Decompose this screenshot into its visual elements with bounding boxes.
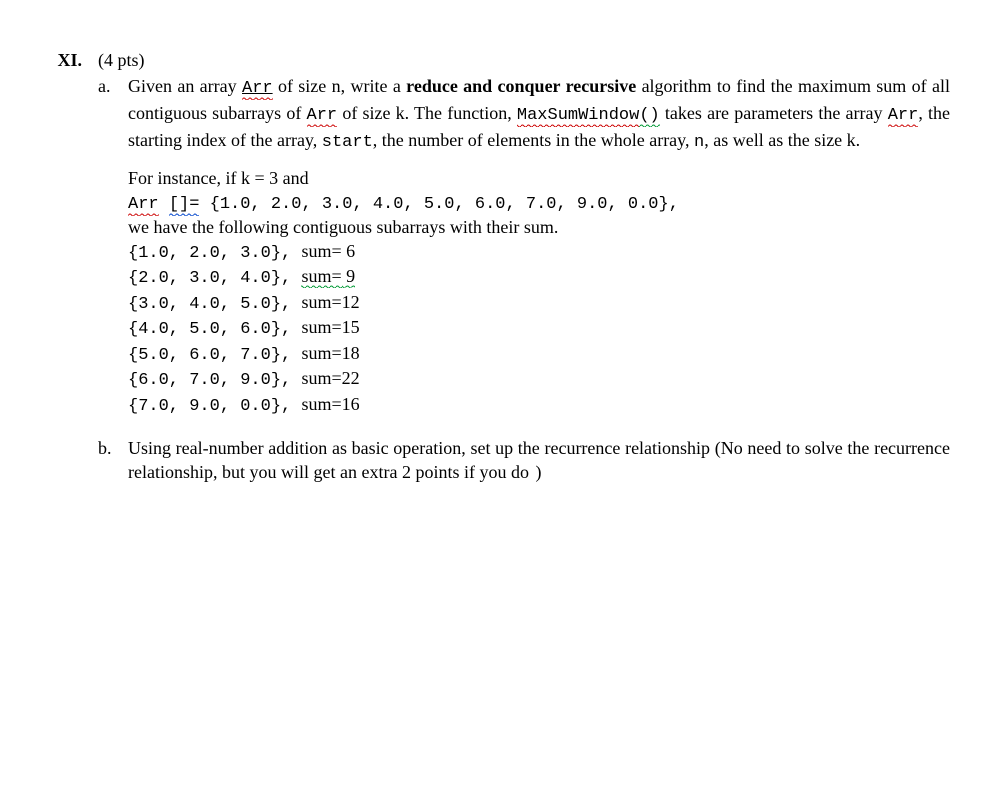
sum-value: 15 xyxy=(342,317,360,337)
window-row: {2.0, 3.0, 4.0}, sum= 9 xyxy=(128,265,950,290)
sum-value: 12 xyxy=(342,292,360,312)
arr-underline: Arr xyxy=(242,76,273,96)
closing-paren: ) xyxy=(529,462,544,482)
part-b-label: b. xyxy=(98,436,128,487)
sum-label: sum= xyxy=(301,368,341,388)
sum-label: sum= xyxy=(301,241,341,261)
sum-label: sum= xyxy=(301,292,341,312)
window-row: {1.0, 2.0, 3.0}, sum= 6 xyxy=(128,240,950,265)
sum-value: 22 xyxy=(342,368,360,388)
arr-code: Arr xyxy=(242,79,273,100)
part-b-body: Using real-number addition as basic oper… xyxy=(128,436,950,487)
example-block: For instance, if k = 3 and Arr []= {1.0,… xyxy=(128,167,950,418)
n-var: n xyxy=(694,133,704,152)
window-code: {4.0, 5.0, 6.0}, xyxy=(128,320,301,339)
arr-data: {1.0, 2.0, 3.0, 4.0, 5.0, 6.0, 7.0, 9.0,… xyxy=(199,195,678,214)
part-a-body: Given an array Arr of size n, write a re… xyxy=(128,74,950,418)
arr-code: Arr xyxy=(128,195,159,216)
sum-label-sq: sum= xyxy=(301,266,341,288)
roman-numeral: XI. xyxy=(42,48,98,499)
func-name: MaxSumWindow xyxy=(517,106,639,127)
sum-value: 18 xyxy=(342,343,360,363)
text: of size n, write a xyxy=(273,76,407,96)
part-a-label: a. xyxy=(98,74,128,418)
sum-label: sum= xyxy=(301,317,341,337)
arr-code: Arr xyxy=(307,106,338,127)
example-intro: For instance, if k = 3 and xyxy=(128,167,950,191)
part-b-text: Using real-number addition as basic oper… xyxy=(128,436,950,485)
window-row: {7.0, 9.0, 0.0}, sum=16 xyxy=(128,393,950,418)
window-code: {5.0, 6.0, 7.0}, xyxy=(128,346,301,365)
window-code: {3.0, 4.0, 5.0}, xyxy=(128,295,301,314)
part-b: b. Using real-number addition as basic o… xyxy=(98,436,950,487)
window-row: {5.0, 6.0, 7.0}, sum=18 xyxy=(128,342,950,367)
window-code: {1.0, 2.0, 3.0}, xyxy=(128,244,301,263)
text: of size k. The function, xyxy=(337,103,517,123)
sum-value: 16 xyxy=(342,394,360,414)
sum-label: sum= xyxy=(301,394,341,414)
window-row: {6.0, 7.0, 9.0}, sum=22 xyxy=(128,367,950,392)
example-arr-decl: Arr []= {1.0, 2.0, 3.0, 4.0, 5.0, 6.0, 7… xyxy=(128,191,950,216)
sum-value: 6 xyxy=(342,241,356,261)
arr-code: Arr xyxy=(888,106,919,127)
window-row: {3.0, 4.0, 5.0}, sum=12 xyxy=(128,291,950,316)
part-a-para1: Given an array Arr of size n, write a re… xyxy=(128,74,950,155)
text: , as well as the size k. xyxy=(704,130,860,150)
points-label: (4 pts) xyxy=(98,48,950,72)
window-code: {2.0, 3.0, 4.0}, xyxy=(128,269,301,288)
window-code: {6.0, 7.0, 9.0}, xyxy=(128,371,301,390)
text: Given an array xyxy=(128,76,242,96)
example-explain: we have the following contiguous subarra… xyxy=(128,216,950,240)
part-a: a. Given an array Arr of size n, write a… xyxy=(98,74,950,418)
window-code: {7.0, 9.0, 0.0}, xyxy=(128,397,301,416)
sum-value-sq: 9 xyxy=(342,266,356,288)
text: , the number of elements in the whole ar… xyxy=(373,130,694,150)
sum-label: sum= xyxy=(301,343,341,363)
bold-phrase: reduce and conquer recursive xyxy=(406,76,636,96)
func-paren: () xyxy=(639,106,659,127)
question-root: XI. (4 pts) a. Given an array Arr of siz… xyxy=(42,48,950,499)
content-column: (4 pts) a. Given an array Arr of size n,… xyxy=(98,48,950,499)
arr-decl-sq: []= xyxy=(169,195,200,216)
text: takes are parameters the array xyxy=(660,103,888,123)
window-row: {4.0, 5.0, 6.0}, sum=15 xyxy=(128,316,950,341)
start-var: start xyxy=(322,133,373,152)
